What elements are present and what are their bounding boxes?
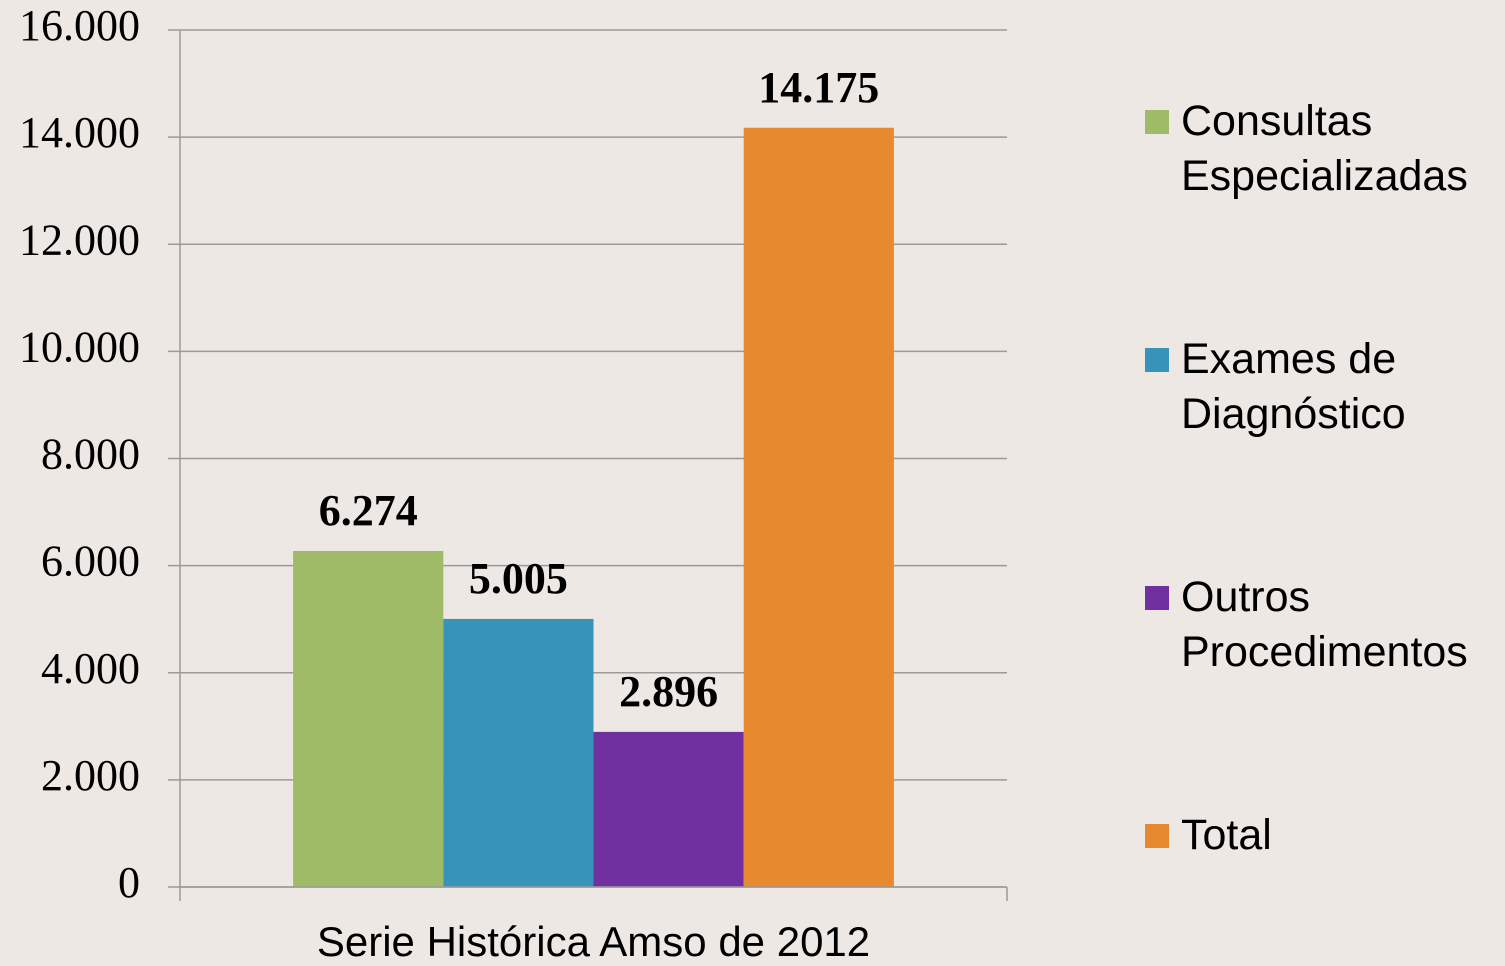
legend-label: Consultas Especializadas bbox=[1181, 97, 1468, 200]
y-tick-label: 4.000 bbox=[41, 644, 140, 693]
y-tick-label: 16.000 bbox=[19, 1, 140, 50]
legend-label: Outros Procedimentos bbox=[1181, 573, 1468, 676]
value-label: 5.005 bbox=[469, 554, 568, 603]
value-label: 14.175 bbox=[758, 63, 879, 112]
x-tick-label: Serie Histórica Amso de 2012 bbox=[317, 918, 870, 965]
legend-entry: Exames de Diagnóstico bbox=[1145, 332, 1505, 442]
legend-swatch bbox=[1145, 824, 1169, 848]
y-tick-label: 10.000 bbox=[19, 322, 140, 371]
legend-entry: Consultas Especializadas bbox=[1145, 94, 1505, 204]
bar bbox=[443, 618, 594, 887]
y-tick-label: 0 bbox=[118, 858, 140, 907]
bar bbox=[743, 127, 894, 887]
legend-swatch bbox=[1145, 586, 1169, 610]
legend-entry: Outros Procedimentos bbox=[1145, 570, 1505, 680]
legend-swatch bbox=[1145, 348, 1169, 372]
legend-swatch bbox=[1145, 110, 1169, 134]
bar bbox=[293, 550, 444, 887]
y-tick-label: 2.000 bbox=[41, 751, 140, 800]
y-tick-label: 8.000 bbox=[41, 430, 140, 479]
value-label: 2.896 bbox=[619, 667, 718, 716]
legend-label: Exames de Diagnóstico bbox=[1181, 335, 1406, 438]
value-label: 6.274 bbox=[319, 486, 418, 535]
legend-entry: Total bbox=[1145, 808, 1505, 863]
y-tick-label: 12.000 bbox=[19, 215, 140, 264]
y-tick-label: 6.000 bbox=[41, 537, 140, 586]
bar bbox=[593, 731, 744, 887]
y-tick-label: 14.000 bbox=[19, 108, 140, 157]
legend-label: Total bbox=[1181, 811, 1272, 859]
